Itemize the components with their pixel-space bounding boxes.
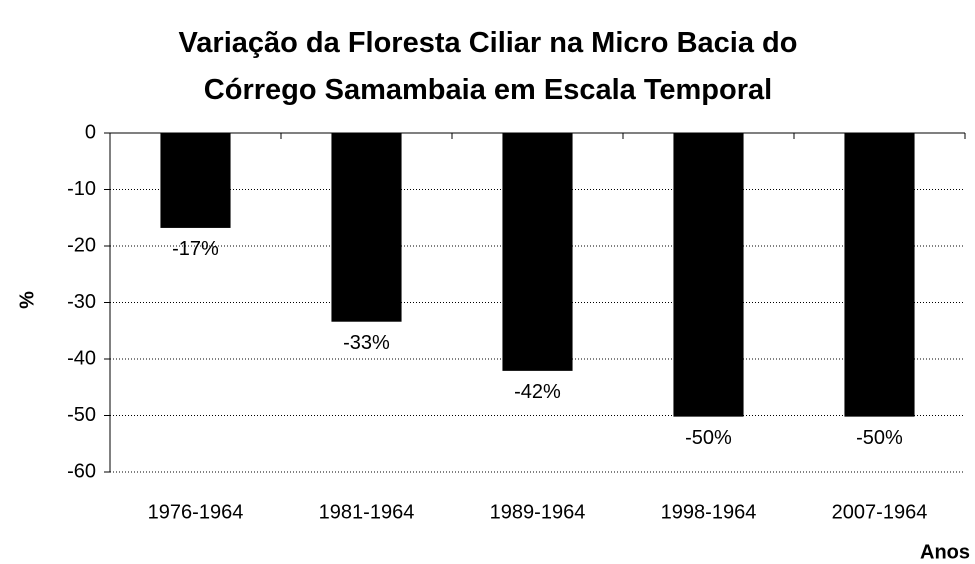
bar [502, 133, 573, 371]
value-label: -42% [514, 381, 561, 403]
y-tick-label: -40 [67, 347, 96, 369]
value-label: -33% [343, 332, 390, 354]
bar [673, 133, 744, 417]
y-tick-label: -30 [67, 291, 96, 313]
y-axis-label: % [16, 291, 38, 309]
value-label: -17% [172, 238, 219, 260]
y-tick-label: 0 [85, 121, 96, 143]
x-tick-label: 1998-1964 [661, 501, 757, 523]
x-axis-label: Anos [920, 541, 970, 563]
value-label: -50% [685, 427, 732, 449]
bar [160, 133, 231, 228]
y-tick-label: -20 [67, 234, 96, 256]
chart-title: Variação da Floresta Ciliar na Micro Bac… [178, 27, 798, 106]
y-tick-label: -60 [67, 460, 96, 482]
x-tick-label: 1976-1964 [148, 501, 244, 523]
value-label: -50% [856, 427, 903, 449]
y-tick-label: -50 [67, 404, 96, 426]
bar [844, 133, 915, 417]
x-tick-label: 1981-1964 [319, 501, 415, 523]
bar [331, 133, 402, 322]
y-tick-label: -10 [67, 178, 96, 200]
x-tick-label: 2007-1964 [832, 501, 928, 523]
x-tick-label: 1989-1964 [490, 501, 586, 523]
